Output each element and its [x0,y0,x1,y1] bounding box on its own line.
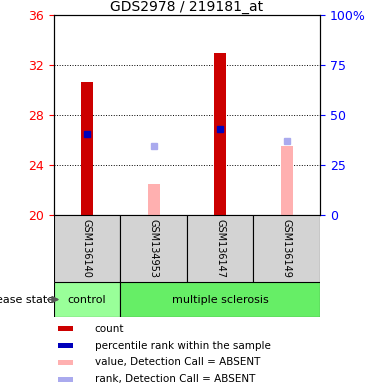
Bar [148,184,159,215]
Text: GSM134953: GSM134953 [148,219,159,278]
Text: value, Detection Call = ABSENT: value, Detection Call = ABSENT [95,358,260,367]
Bar [58,343,73,348]
Bar [281,146,293,215]
Bar [81,81,93,215]
Bar [120,282,320,317]
Bar [187,215,253,282]
Bar [120,215,187,282]
Bar [54,282,120,317]
Text: GSM136147: GSM136147 [215,219,225,278]
Text: count: count [95,324,124,334]
Bar [54,215,120,282]
Bar [58,360,73,365]
Text: multiple sclerosis: multiple sclerosis [172,295,269,305]
Text: rank, Detection Call = ABSENT: rank, Detection Call = ABSENT [95,374,255,384]
Text: GSM136140: GSM136140 [82,219,92,278]
Bar [214,53,226,215]
Bar [58,326,73,331]
Bar [253,215,320,282]
Text: percentile rank within the sample: percentile rank within the sample [95,341,271,351]
Text: disease state: disease state [0,295,54,305]
Title: GDS2978 / 219181_at: GDS2978 / 219181_at [110,0,263,14]
Bar [58,377,73,382]
Text: control: control [68,295,106,305]
Text: GSM136149: GSM136149 [282,219,292,278]
